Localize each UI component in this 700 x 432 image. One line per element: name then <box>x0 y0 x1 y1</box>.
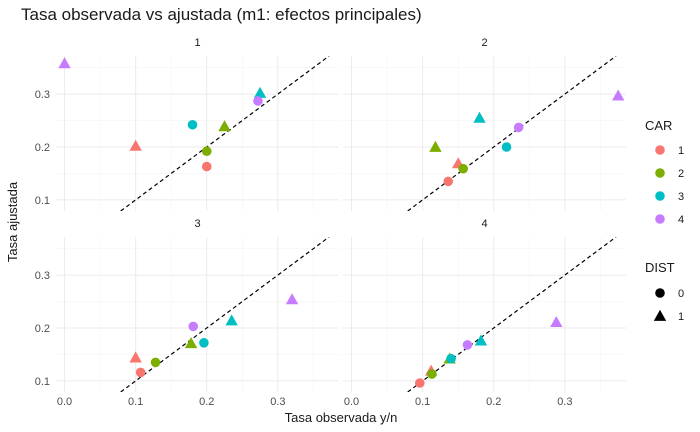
reference-line <box>407 237 617 392</box>
gridlines <box>343 56 626 211</box>
data-points <box>429 89 625 187</box>
data-point <box>414 378 425 388</box>
data-point <box>462 340 473 350</box>
data-point <box>513 122 524 133</box>
x-tick-label: 0.1 <box>128 396 143 408</box>
data-point <box>446 353 456 364</box>
data-point <box>501 142 512 152</box>
x-tick-label: 0.3 <box>270 396 285 408</box>
reference-line <box>120 237 330 392</box>
x-tick-label: 0.3 <box>557 396 572 408</box>
data-point <box>129 351 142 363</box>
data-point <box>188 321 199 332</box>
y-tick-label: 0.3 <box>35 270 50 282</box>
x-tick-label: 0.0 <box>57 396 72 408</box>
data-point <box>199 338 209 348</box>
data-point <box>474 334 488 346</box>
facet-panel: 1 0.1 0.2 0.3 <box>35 37 339 211</box>
data-point <box>187 119 198 130</box>
data-point <box>429 140 442 152</box>
data-point <box>253 86 267 98</box>
legend-key-color <box>655 214 665 224</box>
data-point <box>427 369 437 379</box>
data-point <box>135 367 146 378</box>
y-tick-label: 0.1 <box>35 195 50 207</box>
facet-strip-label: 3 <box>194 218 200 230</box>
data-point <box>218 120 231 132</box>
data-point <box>550 315 563 328</box>
legend-label: 4 <box>678 214 684 226</box>
data-points <box>58 57 267 172</box>
data-points <box>129 293 299 378</box>
reference-line <box>120 56 330 211</box>
legend-label: 1 <box>678 145 684 157</box>
data-point <box>443 176 454 187</box>
legend-key-color <box>655 168 665 178</box>
x-tick-label: 0.2 <box>199 396 214 408</box>
y-tick-label: 0.1 <box>35 376 50 388</box>
legend: CAR 1 2 3 4 DIST 0 1 <box>645 118 684 323</box>
y-tick-label: 0.2 <box>35 323 50 335</box>
y-tick-label: 0.3 <box>35 89 50 101</box>
gridlines <box>56 237 339 392</box>
data-point <box>253 96 263 106</box>
gridlines <box>56 56 339 211</box>
gridlines <box>343 237 626 392</box>
reference-line <box>407 56 617 211</box>
data-point <box>201 146 212 157</box>
facet-panel: 4 0.0 0.1 0.2 0.3 <box>343 218 626 408</box>
facet-strip-label: 1 <box>194 37 200 49</box>
x-tick-label: 0.1 <box>415 396 430 408</box>
facet-strip-label: 4 <box>481 218 487 230</box>
legend-key-shape <box>655 288 665 298</box>
y-axis-title: Tasa ajustada <box>5 181 20 262</box>
legend-label: 3 <box>678 191 684 203</box>
data-point <box>225 314 238 326</box>
data-point <box>129 139 142 151</box>
facet-strip-label: 2 <box>481 37 487 49</box>
chart-title: Tasa observada vs ajustada (m1: efectos … <box>21 5 422 24</box>
x-axis-title: Tasa observada y/n <box>285 410 398 425</box>
legend-label: 1 <box>678 311 684 323</box>
x-tick-label: 0.0 <box>344 396 359 408</box>
data-point <box>58 57 71 69</box>
legend-label: 0 <box>678 288 684 300</box>
x-tick-label: 0.2 <box>486 396 501 408</box>
facet-panels: 1 0.1 0.2 0.3 2 3 0.1 0.2 0.3 0.0 0.1 0.2 0.3 4 0.0 0.1… <box>35 37 626 408</box>
shape-legend-title: DIST <box>645 260 675 275</box>
data-point <box>611 89 625 101</box>
y-tick-label: 0.2 <box>35 142 50 154</box>
legend-label: 2 <box>678 168 684 180</box>
facet-panel: 2 <box>343 37 626 211</box>
data-points <box>414 315 563 388</box>
legend-key-color <box>655 145 665 155</box>
data-point <box>184 337 198 349</box>
facet-panel: 3 0.1 0.2 0.3 0.0 0.1 0.2 0.3 <box>35 218 339 408</box>
data-point <box>150 357 161 368</box>
data-point <box>285 293 299 305</box>
legend-key-shape <box>653 309 667 321</box>
legend-key-color <box>655 191 665 201</box>
data-point <box>458 163 468 174</box>
data-point <box>473 111 486 123</box>
data-point <box>201 161 212 172</box>
color-legend-title: CAR <box>645 118 672 133</box>
